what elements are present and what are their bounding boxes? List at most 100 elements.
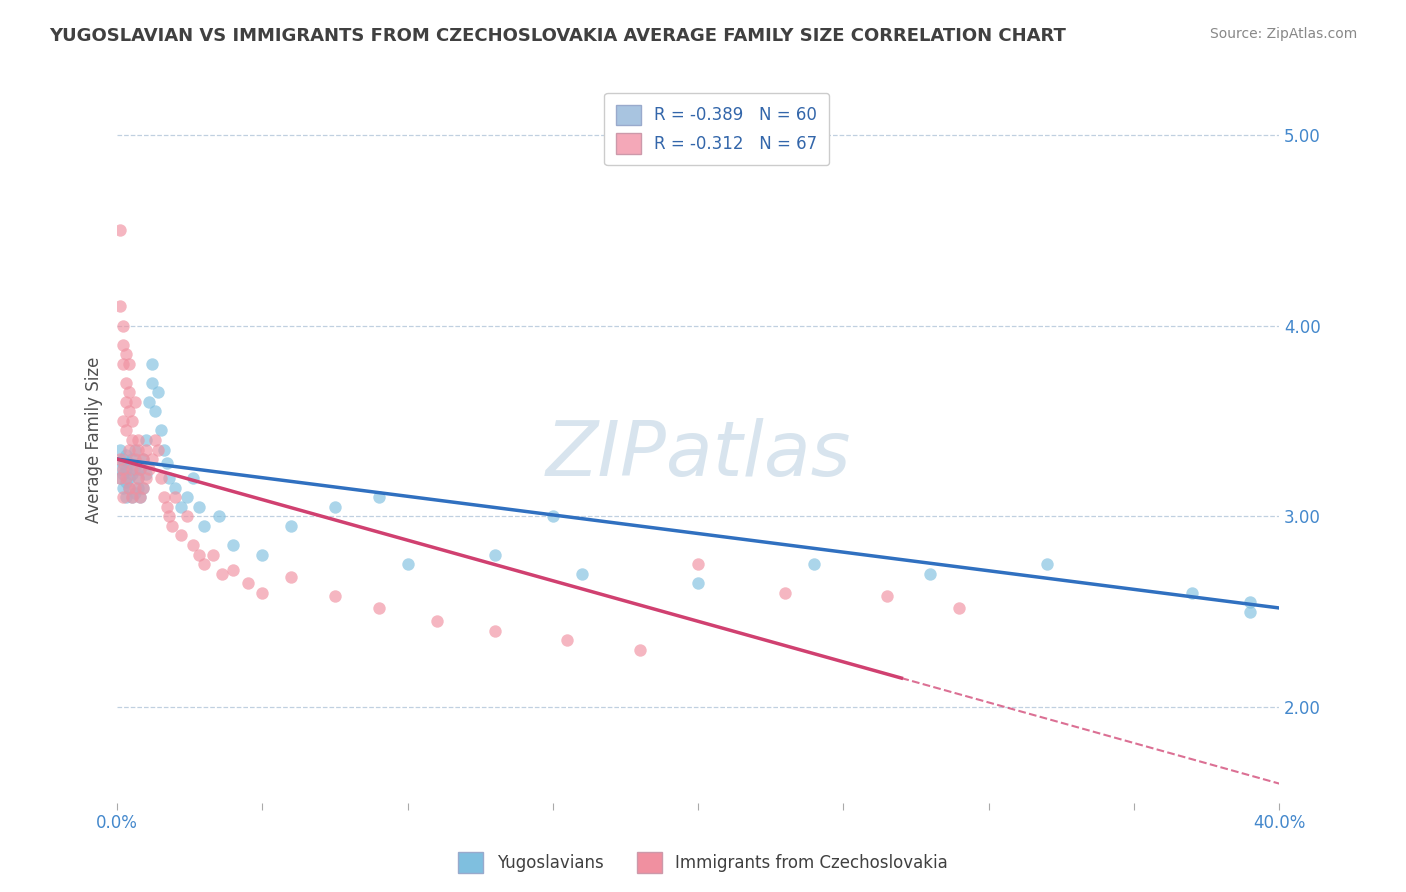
Point — [121, 433, 143, 447]
Point — [108, 442, 131, 457]
Point — [124, 486, 146, 500]
Point — [222, 538, 245, 552]
Point — [115, 475, 138, 489]
Point — [181, 538, 204, 552]
Point — [1239, 595, 1261, 609]
Legend: Yugoslavians, Immigrants from Czechoslovakia: Yugoslavians, Immigrants from Czechoslov… — [451, 846, 955, 880]
Point — [146, 442, 169, 457]
Text: YUGOSLAVIAN VS IMMIGRANTS FROM CZECHOSLOVAKIA AVERAGE FAMILY SIZE CORRELATION CH: YUGOSLAVIAN VS IMMIGRANTS FROM CZECHOSLO… — [49, 27, 1066, 45]
Point — [115, 347, 138, 361]
Point — [141, 376, 163, 390]
Point — [127, 471, 149, 485]
Point — [118, 442, 141, 457]
Point — [121, 490, 143, 504]
Point — [121, 452, 143, 467]
Point — [111, 456, 134, 470]
Point — [111, 490, 134, 504]
Point — [118, 357, 141, 371]
Point — [129, 461, 152, 475]
Point — [115, 471, 138, 485]
Point — [155, 500, 177, 514]
Point — [541, 509, 564, 524]
Point — [176, 509, 198, 524]
Point — [323, 590, 346, 604]
Point — [280, 519, 302, 533]
Point — [111, 481, 134, 495]
Point — [149, 471, 172, 485]
Point — [222, 563, 245, 577]
Point — [115, 376, 138, 390]
Point — [920, 566, 942, 581]
Point — [396, 557, 419, 571]
Point — [108, 223, 131, 237]
Point — [127, 442, 149, 457]
Point — [108, 461, 131, 475]
Point — [323, 500, 346, 514]
Point — [115, 395, 138, 409]
Point — [135, 471, 157, 485]
Point — [159, 509, 181, 524]
Point — [111, 452, 134, 467]
Point — [426, 615, 449, 629]
Point — [176, 490, 198, 504]
Point — [146, 385, 169, 400]
Point — [803, 557, 825, 571]
Point — [111, 357, 134, 371]
Point — [162, 519, 184, 533]
Point — [159, 471, 181, 485]
Point — [187, 548, 209, 562]
Text: ZIPatlas: ZIPatlas — [546, 417, 851, 491]
Point — [138, 395, 160, 409]
Point — [193, 519, 215, 533]
Point — [138, 461, 160, 475]
Point — [155, 456, 177, 470]
Point — [121, 461, 143, 475]
Point — [127, 433, 149, 447]
Point — [111, 318, 134, 333]
Point — [686, 557, 709, 571]
Point — [108, 471, 131, 485]
Point — [115, 490, 138, 504]
Point — [135, 442, 157, 457]
Point — [141, 357, 163, 371]
Point — [121, 490, 143, 504]
Point — [686, 576, 709, 591]
Point — [111, 414, 134, 428]
Point — [124, 395, 146, 409]
Point — [252, 548, 274, 562]
Point — [124, 461, 146, 475]
Point — [193, 557, 215, 571]
Point — [127, 481, 149, 495]
Point — [118, 471, 141, 485]
Point — [1035, 557, 1057, 571]
Point — [118, 481, 141, 495]
Point — [948, 601, 970, 615]
Point — [108, 471, 131, 485]
Point — [108, 452, 131, 467]
Point — [111, 461, 134, 475]
Point — [115, 448, 138, 462]
Point — [135, 467, 157, 482]
Point — [115, 461, 138, 475]
Point — [571, 566, 593, 581]
Point — [557, 633, 579, 648]
Point — [170, 528, 193, 542]
Point — [367, 490, 389, 504]
Point — [170, 500, 193, 514]
Point — [124, 452, 146, 467]
Point — [118, 456, 141, 470]
Point — [118, 385, 141, 400]
Point — [141, 452, 163, 467]
Point — [208, 509, 231, 524]
Point — [132, 481, 155, 495]
Point — [149, 424, 172, 438]
Point — [165, 490, 187, 504]
Point — [187, 500, 209, 514]
Point — [181, 471, 204, 485]
Point — [127, 471, 149, 485]
Point — [165, 481, 187, 495]
Point — [1181, 585, 1204, 599]
Point — [118, 481, 141, 495]
Point — [124, 442, 146, 457]
Point — [367, 601, 389, 615]
